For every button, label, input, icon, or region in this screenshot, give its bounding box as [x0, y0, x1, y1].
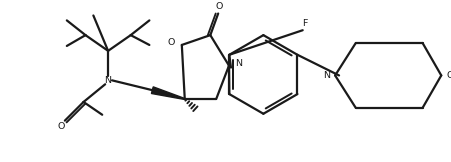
Text: O: O	[215, 2, 222, 11]
Text: F: F	[301, 19, 307, 28]
Text: N: N	[322, 71, 330, 80]
Text: O: O	[57, 122, 64, 131]
Text: O: O	[445, 71, 451, 80]
Polygon shape	[151, 87, 184, 99]
Text: N: N	[235, 59, 241, 68]
Text: N: N	[104, 76, 111, 85]
Text: O: O	[167, 38, 175, 46]
